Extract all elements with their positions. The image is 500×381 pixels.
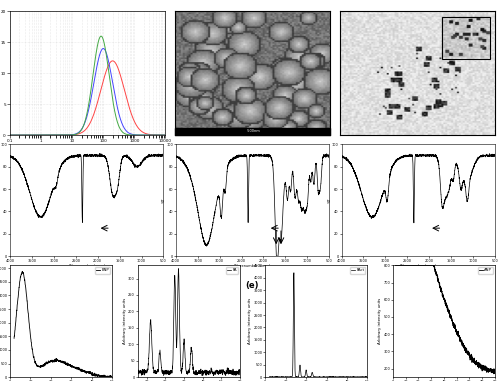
Text: (b): (b) [246,162,260,171]
Y-axis label: Arbitrary intensity units: Arbitrary intensity units [122,298,126,344]
X-axis label: Wavenumber (cm⁻¹): Wavenumber (cm⁻¹) [234,264,270,267]
Y-axis label: Arbitrary intensity units: Arbitrary intensity units [248,298,252,344]
Text: 500nm: 500nm [245,129,260,133]
Legend: FA: FA [226,267,238,274]
Y-axis label: Arbitrary intensity units: Arbitrary intensity units [378,298,382,344]
Text: (e): (e) [246,281,259,290]
Text: (f): (f) [412,281,424,290]
X-axis label: Size d.nm: Size d.nm [76,144,100,150]
Text: (d): (d) [80,281,94,290]
Legend: ENP: ENP [95,267,110,274]
Bar [175,128,330,135]
Legend: ANP: ANP [478,267,493,274]
Text: (c): (c) [411,162,424,171]
X-axis label: Wavenumber (cm⁻¹): Wavenumber (cm⁻¹) [68,264,105,267]
Y-axis label: %T: %T [162,197,166,203]
X-axis label: Wavenumber (cm⁻¹): Wavenumber (cm⁻¹) [400,264,436,267]
Y-axis label: %T: %T [328,197,332,203]
Legend: FAct: FAct [350,267,366,274]
Text: (a): (a) [81,162,94,171]
Bar [442,17,490,59]
